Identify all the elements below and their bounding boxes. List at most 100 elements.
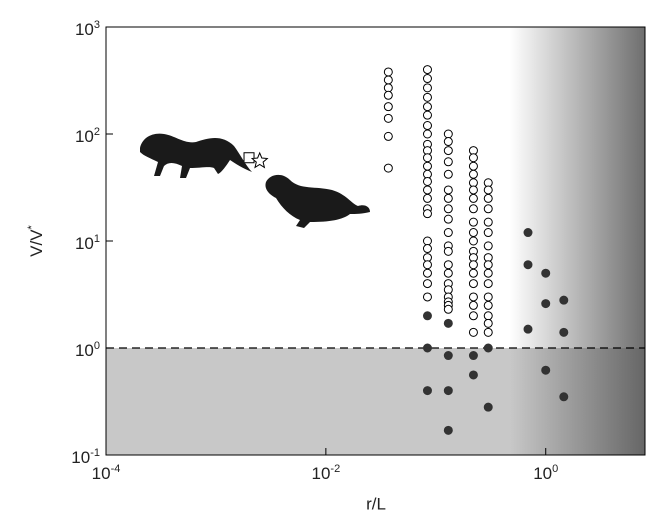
data-point xyxy=(468,153,478,163)
data-point xyxy=(468,161,478,171)
data-point xyxy=(422,185,432,195)
data-point xyxy=(422,311,432,321)
data-point xyxy=(523,228,533,238)
data-point xyxy=(443,304,453,314)
data-point xyxy=(468,169,478,179)
data-point xyxy=(559,295,569,305)
data-point xyxy=(422,176,432,186)
y-tick-label-base: 10 xyxy=(75,341,94,360)
x-tick-label: 10-4 xyxy=(92,463,121,484)
data-point xyxy=(443,246,453,256)
y-tick-label-base: 10 xyxy=(75,127,94,146)
data-point xyxy=(383,163,393,173)
data-point xyxy=(483,193,493,203)
y-tick-label: 10-1 xyxy=(71,447,100,468)
x-tick-label-base: 10 xyxy=(92,464,111,483)
data-point xyxy=(383,113,393,123)
data-point xyxy=(483,185,493,195)
data-point xyxy=(422,260,432,270)
y-tick-label-exp: 0 xyxy=(94,340,100,352)
data-point xyxy=(422,292,432,302)
y-tick-label-base: 10 xyxy=(75,20,94,39)
data-point xyxy=(559,392,569,402)
otter-silhouette xyxy=(140,133,252,178)
x-tick-label-exp: 0 xyxy=(552,463,558,475)
y-axis-label: V/V* xyxy=(26,224,47,256)
data-point xyxy=(422,193,432,203)
data-point xyxy=(443,268,453,278)
y-tick-label: 100 xyxy=(75,340,100,361)
data-point xyxy=(468,228,478,238)
data-point xyxy=(422,74,432,84)
data-point xyxy=(383,102,393,112)
data-point xyxy=(443,228,453,238)
y-tick-label: 102 xyxy=(75,126,100,147)
data-point xyxy=(468,279,478,289)
data-point xyxy=(422,386,432,396)
y-tick-label-exp: 2 xyxy=(94,126,100,138)
x-axis-label: r/L xyxy=(366,494,386,513)
data-point xyxy=(443,386,453,396)
data-point xyxy=(422,102,432,112)
y-tick-label-exp: 3 xyxy=(94,19,100,31)
data-point xyxy=(483,300,493,310)
data-point xyxy=(422,92,432,102)
data-point xyxy=(483,204,493,214)
data-point xyxy=(559,327,569,337)
data-point xyxy=(443,129,453,139)
data-point xyxy=(468,204,478,214)
data-point xyxy=(468,236,478,246)
shaded-region-right xyxy=(509,27,645,455)
data-point xyxy=(468,370,478,380)
data-point xyxy=(250,151,269,169)
data-point xyxy=(443,169,453,179)
data-point xyxy=(443,193,453,203)
data-point xyxy=(443,146,453,156)
data-point xyxy=(422,244,432,254)
data-point xyxy=(483,327,493,337)
y-tick-label-base: 10 xyxy=(75,234,94,253)
data-point xyxy=(422,279,432,289)
x-tick-label-exp: -2 xyxy=(330,463,340,475)
data-point xyxy=(468,327,478,337)
data-point xyxy=(383,131,393,141)
x-tick-label: 10-2 xyxy=(312,463,341,484)
y-tick-label-exp: 1 xyxy=(94,233,100,245)
data-point xyxy=(422,161,432,171)
data-point xyxy=(483,228,493,238)
x-tick-label: 100 xyxy=(533,463,558,484)
data-point xyxy=(468,217,478,227)
data-point xyxy=(443,185,453,195)
y-axis-label-text: V/V xyxy=(27,229,46,257)
data-point xyxy=(483,311,493,321)
data-point xyxy=(422,343,432,353)
data-point xyxy=(541,268,551,278)
data-point xyxy=(523,324,533,334)
y-axis-label-sup: * xyxy=(26,224,38,229)
data-point xyxy=(483,292,493,302)
data-point xyxy=(422,209,432,219)
data-point xyxy=(443,214,453,224)
data-point xyxy=(483,318,493,328)
data-point xyxy=(468,193,478,203)
data-point xyxy=(468,311,478,321)
data-point xyxy=(483,268,493,278)
x-tick-label-exp: -4 xyxy=(111,463,121,475)
data-point xyxy=(468,260,478,270)
data-point xyxy=(383,90,393,100)
data-point xyxy=(468,185,478,195)
data-point xyxy=(443,204,453,214)
data-point xyxy=(443,137,453,147)
data-point xyxy=(422,268,432,278)
data-point xyxy=(422,83,432,93)
data-point xyxy=(383,75,393,85)
data-point xyxy=(483,402,493,412)
seal-silhouette xyxy=(265,174,370,228)
data-point xyxy=(243,152,255,164)
data-point xyxy=(523,260,533,270)
data-point xyxy=(468,292,478,302)
data-point xyxy=(422,129,432,139)
data-point xyxy=(483,217,493,227)
data-point xyxy=(422,121,432,131)
